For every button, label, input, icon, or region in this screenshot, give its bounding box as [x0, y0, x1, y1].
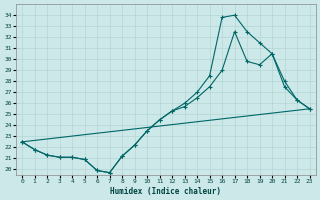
X-axis label: Humidex (Indice chaleur): Humidex (Indice chaleur)	[110, 187, 221, 196]
